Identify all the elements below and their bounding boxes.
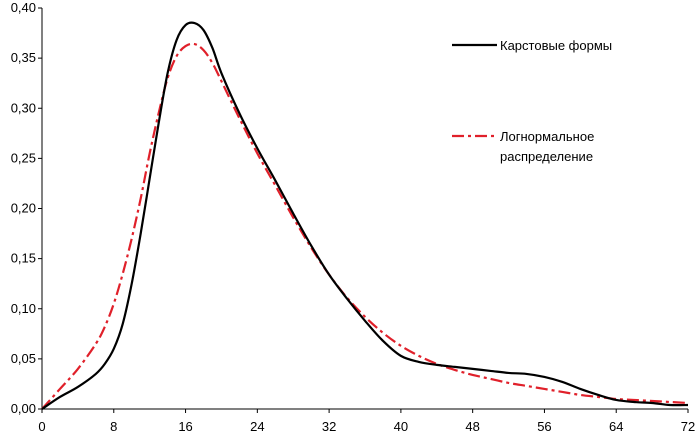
axes	[41, 8, 688, 410]
series-line-karst	[41, 21, 689, 410]
y-tick-label: 0,20	[11, 201, 36, 216]
legend-entry-karst: Карстовые формы	[452, 38, 612, 53]
x-tick-label: 32	[322, 419, 336, 434]
legend-label: Карстовые формы	[500, 38, 612, 53]
legend: Карстовые формы Логнормальное распределени…	[452, 38, 612, 164]
x-tick-label: 40	[394, 419, 408, 434]
x-tick-label: 8	[110, 419, 117, 434]
legend-label: Логнормальное	[500, 129, 594, 144]
x-tick-label: 24	[250, 419, 264, 434]
y-tick-label: 0,00	[11, 401, 36, 416]
x-tick-label: 72	[681, 419, 695, 434]
x-tick-label: 64	[609, 419, 623, 434]
legend-label: распределение	[500, 149, 593, 164]
x-tick-label: 48	[465, 419, 479, 434]
series-layer	[41, 21, 689, 410]
series-line-lognormal	[41, 42, 689, 410]
y-tick-label: 0,05	[11, 351, 36, 366]
x-tick-label: 0	[38, 419, 45, 434]
y-tick-label: 0,30	[11, 100, 36, 115]
x-tick-label: 16	[178, 419, 192, 434]
legend-entry-lognormal: Логнормальное распределение	[452, 129, 594, 164]
x-tick-label: 56	[537, 419, 551, 434]
y-tick-label: 0,40	[11, 0, 36, 15]
y-tick-label: 0,10	[11, 301, 36, 316]
y-tick-label: 0,15	[11, 251, 36, 266]
axis-ticks: 0,00 0,05 0,10 0,15 0,20 0,25 0,30 0,35 0,40 0 8 16…	[11, 0, 696, 434]
y-tick-label: 0,35	[11, 50, 36, 65]
y-tick-label: 0,25	[11, 150, 36, 165]
